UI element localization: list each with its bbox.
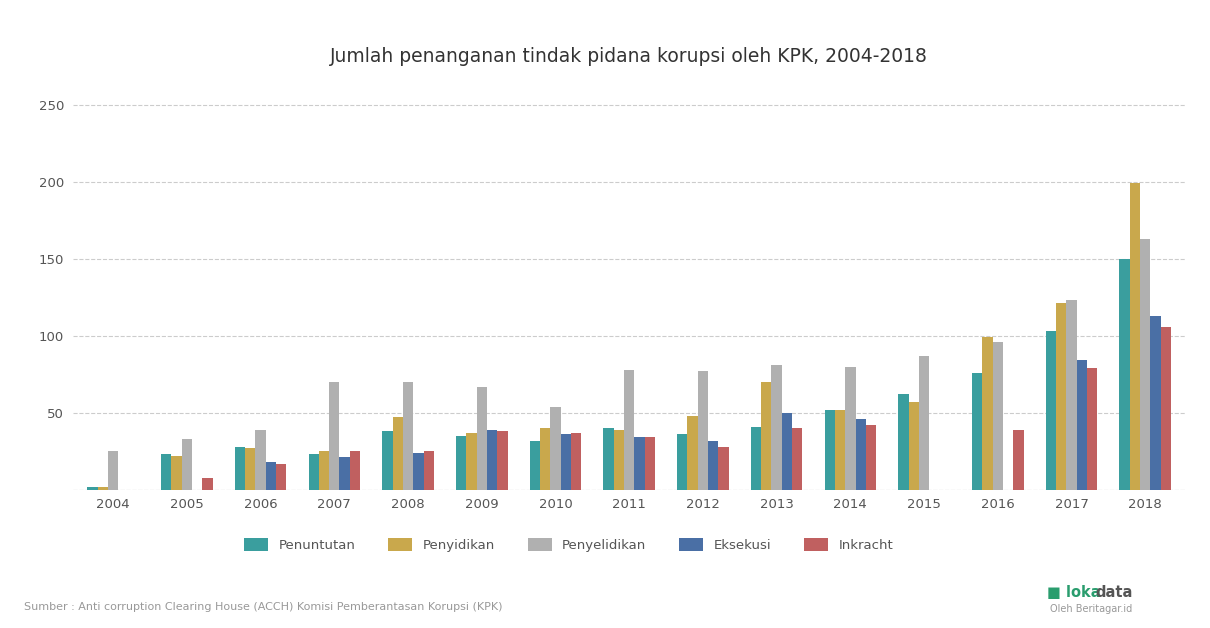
Bar bbox=[918, 356, 929, 490]
Bar bbox=[1056, 303, 1066, 490]
Bar bbox=[309, 455, 318, 490]
Bar bbox=[719, 447, 728, 490]
Bar bbox=[772, 365, 782, 490]
Text: Oleh Beritagar.id: Oleh Beritagar.id bbox=[1050, 604, 1133, 614]
Bar bbox=[898, 394, 909, 490]
Bar bbox=[318, 452, 329, 490]
Bar bbox=[1151, 316, 1160, 490]
Bar bbox=[708, 441, 719, 490]
Bar bbox=[1077, 360, 1087, 490]
Bar bbox=[866, 425, 876, 490]
Bar bbox=[634, 438, 645, 490]
Bar bbox=[972, 373, 983, 490]
Bar bbox=[624, 370, 634, 490]
Bar bbox=[855, 419, 866, 490]
Bar bbox=[1119, 259, 1130, 490]
Bar bbox=[824, 409, 835, 490]
Bar bbox=[1160, 327, 1171, 490]
Bar bbox=[329, 382, 340, 490]
Bar bbox=[540, 428, 551, 490]
Bar bbox=[497, 431, 507, 490]
Bar bbox=[1087, 368, 1097, 490]
Bar bbox=[340, 457, 350, 490]
Bar bbox=[350, 452, 361, 490]
Bar bbox=[87, 487, 98, 490]
Bar bbox=[413, 453, 423, 490]
Bar bbox=[1140, 239, 1151, 490]
Bar bbox=[235, 447, 246, 490]
Title: Jumlah penanganan tindak pidana korupsi oleh KPK, 2004-2018: Jumlah penanganan tindak pidana korupsi … bbox=[330, 47, 928, 66]
Bar bbox=[392, 418, 403, 490]
Bar bbox=[751, 426, 761, 490]
Bar bbox=[571, 433, 581, 490]
Bar bbox=[403, 382, 413, 490]
Bar bbox=[698, 371, 708, 490]
Legend: Penuntutan, Penyidikan, Penyelidikan, Eksekusi, Inkracht: Penuntutan, Penyidikan, Penyelidikan, Ek… bbox=[237, 531, 900, 558]
Bar bbox=[687, 416, 698, 490]
Bar bbox=[560, 435, 571, 490]
Bar bbox=[992, 342, 1003, 490]
Bar bbox=[382, 431, 392, 490]
Bar bbox=[1045, 331, 1056, 490]
Bar bbox=[202, 477, 213, 490]
Bar bbox=[846, 367, 855, 490]
Bar bbox=[983, 337, 992, 490]
Bar bbox=[1013, 430, 1024, 490]
Bar bbox=[793, 428, 802, 490]
Bar bbox=[761, 382, 772, 490]
Bar bbox=[1066, 300, 1077, 490]
Bar bbox=[678, 435, 687, 490]
Text: ■ loka: ■ loka bbox=[1047, 585, 1100, 600]
Bar bbox=[424, 452, 434, 490]
Bar bbox=[835, 409, 846, 490]
Bar bbox=[246, 448, 255, 490]
Bar bbox=[466, 433, 477, 490]
Bar bbox=[1130, 183, 1140, 490]
Bar bbox=[98, 487, 108, 490]
Bar bbox=[276, 463, 287, 490]
Bar bbox=[551, 407, 560, 490]
Bar bbox=[613, 430, 624, 490]
Bar bbox=[456, 436, 466, 490]
Bar bbox=[909, 402, 918, 490]
Bar bbox=[604, 428, 613, 490]
Text: Sumber : Anti corruption Clearing House (ACCH) Komisi Pemberantasan Korupsi (KPK: Sumber : Anti corruption Clearing House … bbox=[24, 602, 502, 612]
Bar bbox=[782, 413, 793, 490]
Bar bbox=[645, 438, 655, 490]
Bar bbox=[486, 430, 497, 490]
Bar bbox=[477, 387, 486, 490]
Bar bbox=[108, 452, 119, 490]
Bar bbox=[161, 455, 172, 490]
Bar bbox=[530, 441, 540, 490]
Bar bbox=[182, 439, 192, 490]
Bar bbox=[266, 462, 276, 490]
Bar bbox=[172, 456, 182, 490]
Bar bbox=[255, 430, 266, 490]
Text: data: data bbox=[1095, 585, 1133, 600]
